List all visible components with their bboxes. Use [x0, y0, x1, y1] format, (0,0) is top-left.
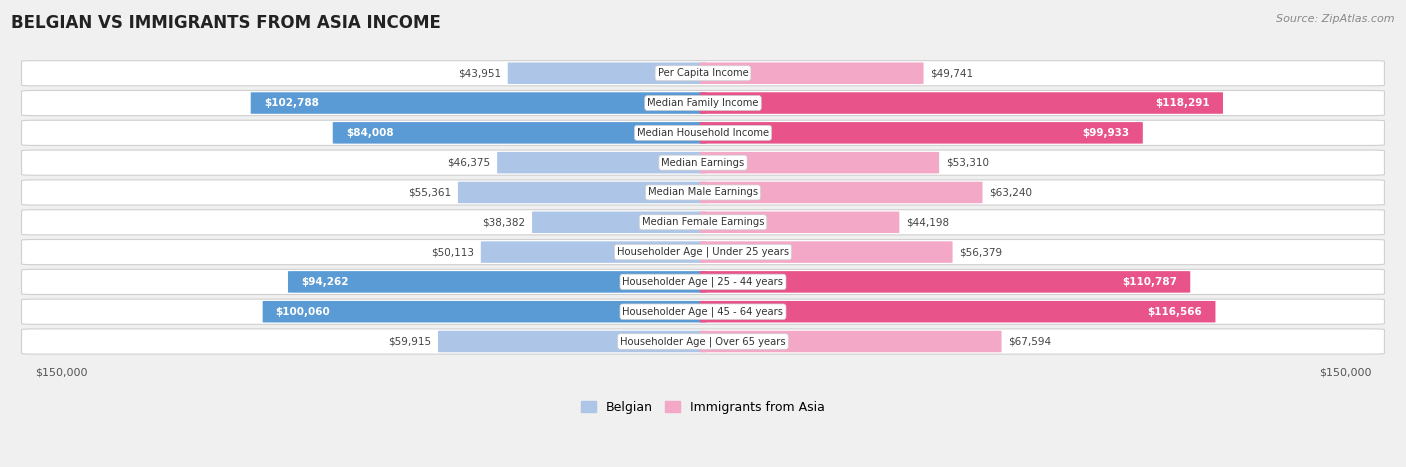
Text: $84,008: $84,008	[346, 128, 394, 138]
FancyBboxPatch shape	[498, 152, 706, 173]
Text: $55,361: $55,361	[408, 187, 451, 198]
Text: $102,788: $102,788	[264, 98, 319, 108]
Text: Householder Age | 45 - 64 years: Householder Age | 45 - 64 years	[623, 306, 783, 317]
FancyBboxPatch shape	[508, 63, 706, 84]
Text: $116,566: $116,566	[1147, 307, 1202, 317]
FancyBboxPatch shape	[21, 61, 1385, 86]
Text: Householder Age | 25 - 44 years: Householder Age | 25 - 44 years	[623, 276, 783, 287]
Text: $59,915: $59,915	[388, 337, 432, 347]
Text: Median Household Income: Median Household Income	[637, 128, 769, 138]
Text: $53,310: $53,310	[946, 158, 988, 168]
Text: Median Male Earnings: Median Male Earnings	[648, 187, 758, 198]
Text: $94,262: $94,262	[301, 277, 349, 287]
Text: $118,291: $118,291	[1156, 98, 1211, 108]
FancyBboxPatch shape	[21, 240, 1385, 265]
FancyBboxPatch shape	[21, 120, 1385, 145]
FancyBboxPatch shape	[21, 150, 1385, 175]
Text: Median Female Earnings: Median Female Earnings	[641, 217, 765, 227]
FancyBboxPatch shape	[288, 271, 706, 293]
FancyBboxPatch shape	[700, 241, 952, 263]
FancyBboxPatch shape	[700, 301, 1215, 323]
Legend: Belgian, Immigrants from Asia: Belgian, Immigrants from Asia	[576, 396, 830, 418]
Text: $44,198: $44,198	[905, 217, 949, 227]
FancyBboxPatch shape	[700, 152, 939, 173]
FancyBboxPatch shape	[700, 122, 1143, 144]
Text: $38,382: $38,382	[482, 217, 526, 227]
Text: $99,933: $99,933	[1083, 128, 1129, 138]
Text: $100,060: $100,060	[276, 307, 330, 317]
FancyBboxPatch shape	[439, 331, 706, 352]
Text: BELGIAN VS IMMIGRANTS FROM ASIA INCOME: BELGIAN VS IMMIGRANTS FROM ASIA INCOME	[11, 14, 441, 32]
FancyBboxPatch shape	[21, 269, 1385, 295]
Text: $43,951: $43,951	[458, 68, 501, 78]
FancyBboxPatch shape	[481, 241, 706, 263]
FancyBboxPatch shape	[21, 299, 1385, 324]
Text: $110,787: $110,787	[1122, 277, 1177, 287]
Text: $46,375: $46,375	[447, 158, 491, 168]
FancyBboxPatch shape	[700, 182, 983, 203]
Text: Source: ZipAtlas.com: Source: ZipAtlas.com	[1277, 14, 1395, 24]
FancyBboxPatch shape	[531, 212, 706, 233]
FancyBboxPatch shape	[21, 329, 1385, 354]
FancyBboxPatch shape	[263, 301, 706, 323]
FancyBboxPatch shape	[250, 92, 706, 114]
Text: Median Family Income: Median Family Income	[647, 98, 759, 108]
FancyBboxPatch shape	[21, 180, 1385, 205]
Text: Householder Age | Under 25 years: Householder Age | Under 25 years	[617, 247, 789, 257]
Text: $63,240: $63,240	[988, 187, 1032, 198]
FancyBboxPatch shape	[333, 122, 706, 144]
Text: $150,000: $150,000	[35, 368, 87, 377]
FancyBboxPatch shape	[700, 271, 1191, 293]
FancyBboxPatch shape	[21, 210, 1385, 235]
FancyBboxPatch shape	[458, 182, 706, 203]
Text: Per Capita Income: Per Capita Income	[658, 68, 748, 78]
FancyBboxPatch shape	[21, 91, 1385, 116]
Text: $56,379: $56,379	[959, 247, 1002, 257]
Text: $50,113: $50,113	[432, 247, 474, 257]
FancyBboxPatch shape	[700, 92, 1223, 114]
Text: $67,594: $67,594	[1008, 337, 1052, 347]
Text: Median Earnings: Median Earnings	[661, 158, 745, 168]
Text: $150,000: $150,000	[1319, 368, 1371, 377]
FancyBboxPatch shape	[700, 63, 924, 84]
Text: Householder Age | Over 65 years: Householder Age | Over 65 years	[620, 336, 786, 347]
FancyBboxPatch shape	[700, 331, 1001, 352]
FancyBboxPatch shape	[700, 212, 900, 233]
Text: $49,741: $49,741	[931, 68, 973, 78]
